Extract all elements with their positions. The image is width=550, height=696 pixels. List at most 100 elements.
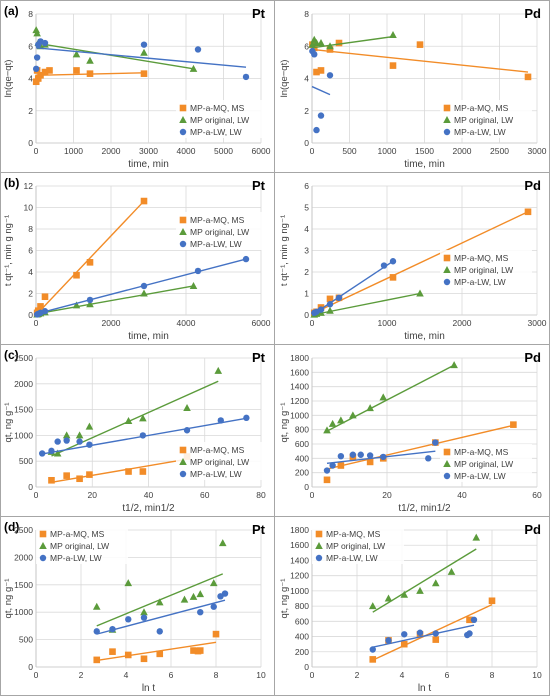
- y-tick-label: 0: [28, 482, 33, 492]
- trendline: [311, 85, 331, 96]
- trendline: [311, 211, 529, 315]
- legend-label: MP-a-LW, LW: [190, 469, 242, 479]
- y-tick-label: 1200: [290, 571, 309, 581]
- legend-marker: [179, 458, 187, 465]
- panel-title: Pd: [524, 350, 541, 365]
- data-point: [326, 295, 334, 303]
- x-axis-label: t1/2, min1/2: [398, 503, 451, 514]
- data-point: [183, 427, 191, 434]
- x-tick-label: 2: [355, 670, 360, 680]
- data-point: [140, 41, 148, 48]
- legend-label: MP-a-MQ, MS: [326, 529, 381, 539]
- series-ms: [48, 453, 191, 484]
- x-tick-label: 1500: [415, 146, 434, 156]
- legend-label: MP-a-MQ, MS: [190, 103, 245, 113]
- data-point: [416, 41, 424, 48]
- data-point: [524, 73, 532, 81]
- chart-2: 0 2 4 6 8 0 500 1000 1500 2000 2500 3000 time, min ln…: [279, 6, 547, 170]
- data-point: [196, 647, 204, 654]
- x-tick-label: 500: [342, 146, 356, 156]
- legend-marker: [179, 116, 187, 123]
- trendline: [372, 548, 477, 613]
- trendline: [372, 603, 493, 661]
- y-tick-label: 2: [304, 267, 309, 277]
- x-tick-label: 1000: [64, 146, 83, 156]
- x-tick-label: 0: [34, 146, 39, 156]
- data-point: [366, 404, 374, 412]
- trendline: [311, 260, 394, 316]
- x-tick-label: 60: [200, 490, 210, 500]
- chart-1: 0 2 4 6 8 0 1000 2000 3000 4000 5000 6000 time, min l…: [3, 6, 271, 170]
- row-label-1: (a): [4, 4, 19, 18]
- legend-background: [176, 442, 268, 480]
- y-tick-label: 0: [304, 482, 309, 492]
- y-tick-label: 8: [28, 9, 33, 19]
- x-tick-label: 6000: [252, 318, 271, 328]
- data-point: [450, 361, 458, 369]
- legend-marker: [39, 554, 47, 562]
- legend-label: MP-a-MQ, MS: [190, 215, 245, 225]
- data-point: [217, 417, 224, 424]
- legend-marker: [315, 530, 323, 538]
- data-point: [357, 451, 364, 458]
- data-point: [183, 404, 191, 412]
- data-point: [41, 68, 49, 76]
- series-orig: [323, 361, 458, 434]
- data-point: [389, 30, 397, 38]
- trendline: [96, 641, 217, 662]
- row-label-4: (d): [4, 520, 19, 534]
- x-tick-label: 0: [310, 318, 315, 328]
- data-point: [93, 656, 101, 664]
- chart-4: 0 1 2 3 4 5 6 0 1000 2000 3000 time, min t qt⁻¹, min…: [279, 178, 547, 342]
- data-point: [221, 590, 229, 597]
- data-point: [180, 595, 189, 603]
- legend-marker: [443, 448, 451, 456]
- x-axis-label: time, min: [404, 331, 445, 342]
- x-tick-label: 4000: [177, 318, 196, 328]
- y-tick-label: 2500: [14, 525, 33, 535]
- data-point: [72, 50, 81, 58]
- data-point: [472, 533, 481, 541]
- y-tick-label: 4: [304, 74, 309, 84]
- y-axis-label: qt, ng g⁻¹: [3, 403, 14, 443]
- y-tick-label: 8: [28, 224, 33, 234]
- y-tick-label: 1500: [14, 405, 33, 415]
- data-point: [86, 300, 94, 308]
- data-point: [76, 475, 83, 483]
- series-orig: [308, 30, 397, 50]
- series-lw: [93, 590, 229, 635]
- y-tick-label: 1800: [290, 353, 309, 363]
- y-tick-label: 0: [28, 662, 33, 672]
- y-tick-label: 2: [28, 289, 33, 299]
- x-axis-label: ln t: [142, 683, 156, 694]
- data-point: [140, 282, 148, 290]
- panel-title: Pd: [524, 178, 541, 193]
- y-tick-label: 6: [28, 41, 33, 51]
- data-point: [189, 281, 198, 289]
- y-tick-label: 0: [28, 310, 33, 320]
- data-point: [37, 303, 44, 310]
- legend-marker: [179, 216, 187, 224]
- data-point: [196, 590, 205, 598]
- x-tick-label: 0: [34, 318, 39, 328]
- legend: MP-a-MQ, MS MP original, LW MP-a-LW, LW: [176, 100, 268, 138]
- data-point: [189, 64, 198, 72]
- legend-marker: [179, 240, 187, 248]
- data-point: [109, 648, 116, 655]
- trendline: [51, 458, 188, 484]
- legend-label: MP original, LW: [454, 115, 513, 125]
- x-axis-label: time, min: [128, 331, 169, 342]
- panel-title: Pt: [252, 350, 266, 365]
- legend-label: MP-a-LW, LW: [190, 127, 242, 137]
- y-tick-label: 200: [295, 468, 309, 478]
- y-tick-label: 3: [304, 246, 309, 256]
- data-point: [125, 616, 132, 623]
- series-ms: [369, 597, 496, 663]
- data-point: [140, 70, 148, 77]
- y-axis-label: ln(qe−qt): [3, 60, 14, 98]
- x-tick-label: 4000: [177, 146, 196, 156]
- legend-label: MP-a-LW, LW: [190, 239, 242, 249]
- data-point: [385, 637, 392, 644]
- data-point: [317, 306, 325, 313]
- x-tick-label: 0: [310, 490, 315, 500]
